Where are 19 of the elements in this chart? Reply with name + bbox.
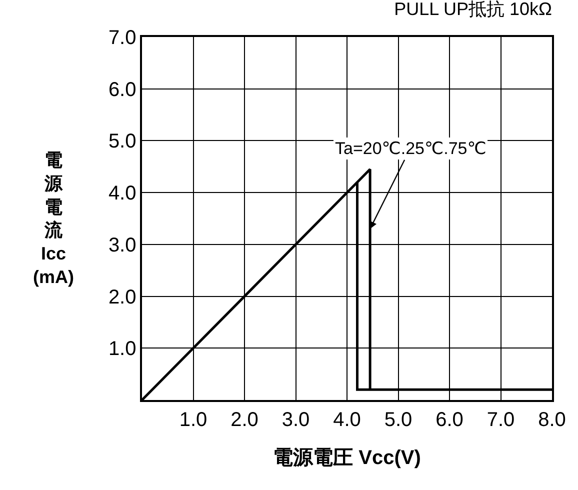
- y-tick-label: 4.0: [108, 182, 136, 205]
- annotation: Ta=20℃.25℃.75℃: [335, 139, 486, 158]
- y-axis-title: 電源電流 Icc (mA): [33, 150, 74, 287]
- x-tick-label: 3.0: [282, 408, 310, 431]
- y-tick-label: 1.0: [108, 338, 136, 360]
- x-tick-label: 4.0: [333, 408, 361, 431]
- x-tick-label: 2.0: [230, 408, 258, 431]
- x-tick-label: 5.0: [384, 408, 412, 431]
- x-tick-label: 8.0: [538, 408, 566, 431]
- y-tick-label: 2.0: [108, 286, 136, 308]
- x-tick-label: 6.0: [436, 408, 464, 431]
- x-tick-label: 1.0: [179, 408, 208, 431]
- y-tick-label: 5.0: [108, 130, 136, 153]
- x-axis-title: 電源電圧 Vcc(V): [273, 446, 421, 469]
- y-tick-label: 7.0: [108, 27, 136, 49]
- y-tick-label: 6.0: [108, 78, 136, 101]
- y-tick-label: 3.0: [108, 234, 136, 256]
- chart-title: PULL UP抵抗 10kΩ: [394, 0, 552, 20]
- x-tick-label: 7.0: [486, 408, 515, 431]
